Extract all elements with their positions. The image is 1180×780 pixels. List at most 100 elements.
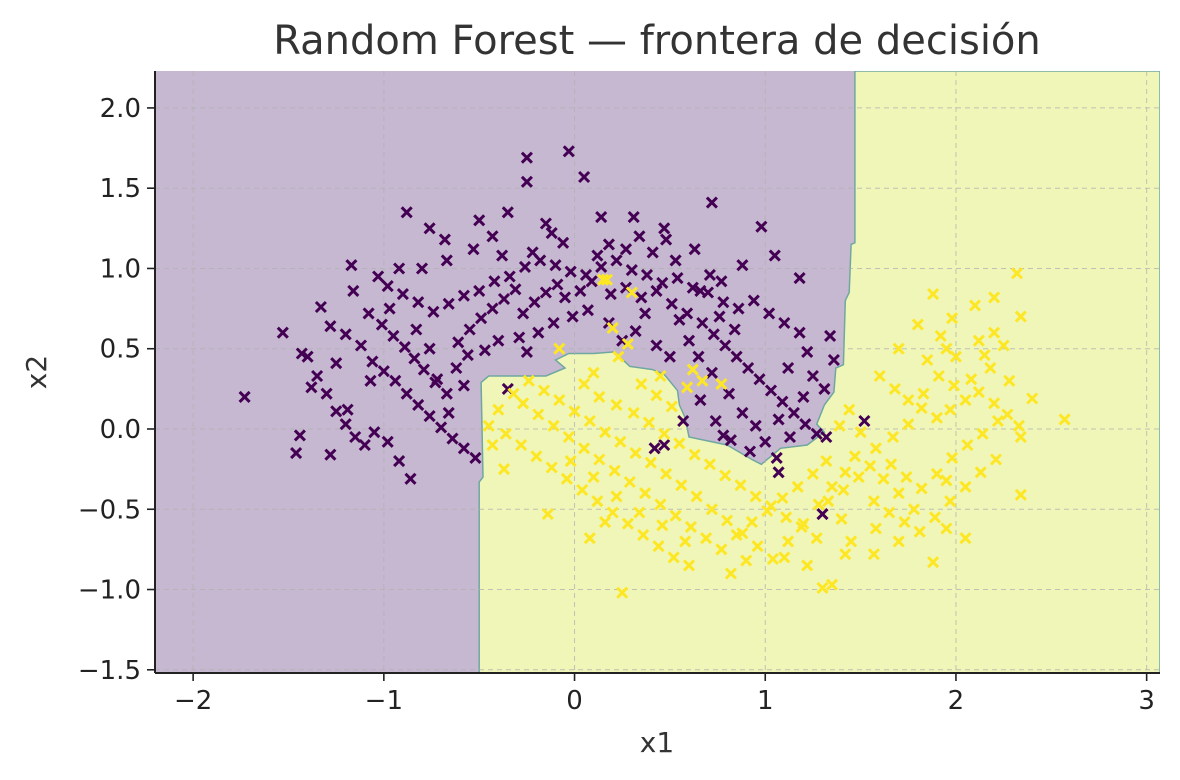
point-class-1-3: [968, 299, 982, 312]
point-class-1-129: [686, 363, 699, 376]
y-tick-label-3: 0.0: [100, 415, 141, 445]
point-class-1-166: [610, 490, 623, 503]
point-class-1-80: [843, 403, 856, 416]
point-class-1-165: [633, 506, 646, 519]
point-class-0-141: [423, 342, 436, 355]
point-class-0-64: [349, 430, 362, 444]
point-class-0-195: [364, 374, 377, 387]
point-class-0-108: [719, 339, 732, 352]
point-class-1-150: [806, 467, 819, 480]
y-tick-label-2: −0.5: [78, 495, 141, 525]
point-class-1-132: [532, 408, 545, 421]
point-class-1-98: [886, 430, 900, 444]
point-class-0-23: [473, 284, 486, 297]
point-class-1-58: [482, 419, 495, 432]
point-class-1-180: [892, 535, 905, 548]
point-class-1-26: [959, 532, 972, 545]
point-class-1-122: [810, 532, 823, 545]
point-class-1-8: [940, 342, 953, 355]
point-class-1-101: [600, 273, 614, 286]
point-class-1-134: [562, 430, 575, 444]
point-class-0-188: [646, 246, 659, 259]
point-class-0-156: [717, 429, 730, 442]
point-class-0-120: [827, 353, 840, 367]
point-class-0-175: [547, 316, 560, 330]
point-class-0-84: [417, 363, 430, 376]
point-class-0-136: [450, 361, 463, 375]
point-class-1-47: [644, 456, 657, 469]
point-class-0-183: [629, 325, 642, 338]
point-class-1-60: [515, 438, 528, 452]
point-class-1-155: [883, 506, 896, 519]
x-axis-label: x1: [640, 726, 674, 759]
point-class-0-135: [393, 262, 406, 275]
point-class-0-9: [501, 206, 514, 219]
point-class-0-157: [783, 430, 797, 444]
point-class-0-190: [591, 249, 604, 262]
point-class-1-57: [492, 403, 505, 416]
point-class-0-35: [656, 276, 669, 289]
point-class-1-147: [761, 504, 774, 517]
point-class-0-132: [467, 243, 480, 256]
point-class-0-137: [457, 379, 470, 392]
x-tick-label-2: 0: [566, 686, 583, 716]
point-class-0-80: [375, 318, 388, 331]
point-class-0-151: [648, 442, 661, 455]
point-class-1-25: [1014, 488, 1027, 501]
point-class-0-22: [457, 289, 470, 302]
point-class-0-128: [602, 238, 615, 251]
point-class-1-138: [623, 475, 636, 489]
point-class-0-177: [513, 331, 526, 344]
point-class-0-4: [705, 196, 718, 209]
point-class-1-142: [684, 520, 697, 533]
point-class-1-184: [911, 318, 924, 331]
point-class-0-129: [557, 236, 570, 249]
point-class-1-64: [576, 483, 589, 497]
point-class-1-34: [839, 466, 852, 479]
point-class-1-20: [1001, 408, 1014, 421]
point-class-0-2: [520, 175, 533, 188]
point-class-1-38: [782, 535, 795, 548]
point-class-0-54: [423, 410, 436, 423]
point-class-1-108: [593, 390, 606, 403]
point-class-1-99: [553, 342, 566, 355]
point-class-1-92: [984, 361, 997, 375]
point-class-0-149: [743, 445, 757, 458]
point-class-1-126: [681, 381, 694, 394]
point-class-0-58: [469, 451, 482, 464]
point-class-0-36: [671, 272, 684, 285]
point-class-1-133: [547, 419, 560, 432]
point-class-0-66: [368, 426, 381, 439]
point-class-1-32: [864, 459, 877, 472]
point-class-1-56: [507, 387, 520, 400]
point-class-0-163: [650, 339, 663, 352]
point-class-0-184: [801, 345, 814, 358]
y-tick-label-6: 1.5: [100, 174, 141, 204]
point-class-0-150: [724, 434, 737, 447]
point-class-1-61: [530, 450, 543, 463]
decision-region-class-1: [478, 71, 1160, 673]
point-class-1-1: [927, 288, 940, 301]
point-class-1-65: [591, 495, 604, 508]
point-class-0-106: [696, 316, 709, 330]
point-class-1-86: [930, 467, 943, 480]
point-class-1-114: [688, 448, 701, 461]
point-class-0-113: [776, 395, 789, 408]
point-class-0-86: [440, 387, 453, 400]
point-class-1-111: [642, 416, 655, 429]
point-class-0-3: [578, 170, 591, 184]
point-class-0-76: [305, 381, 318, 394]
point-class-0-0: [520, 151, 533, 164]
point-class-1-176: [778, 551, 791, 564]
point-class-0-57: [457, 442, 470, 455]
point-class-0-40: [732, 302, 745, 315]
point-class-1-17: [959, 394, 972, 407]
point-class-1-168: [564, 455, 577, 468]
point-class-1-29: [907, 503, 921, 516]
point-class-0-99: [585, 275, 598, 288]
point-class-0-162: [663, 350, 676, 363]
point-class-1-0: [1010, 267, 1024, 280]
point-class-1-141: [669, 509, 682, 522]
point-class-0-74: [276, 326, 289, 339]
point-class-0-83: [408, 352, 421, 365]
